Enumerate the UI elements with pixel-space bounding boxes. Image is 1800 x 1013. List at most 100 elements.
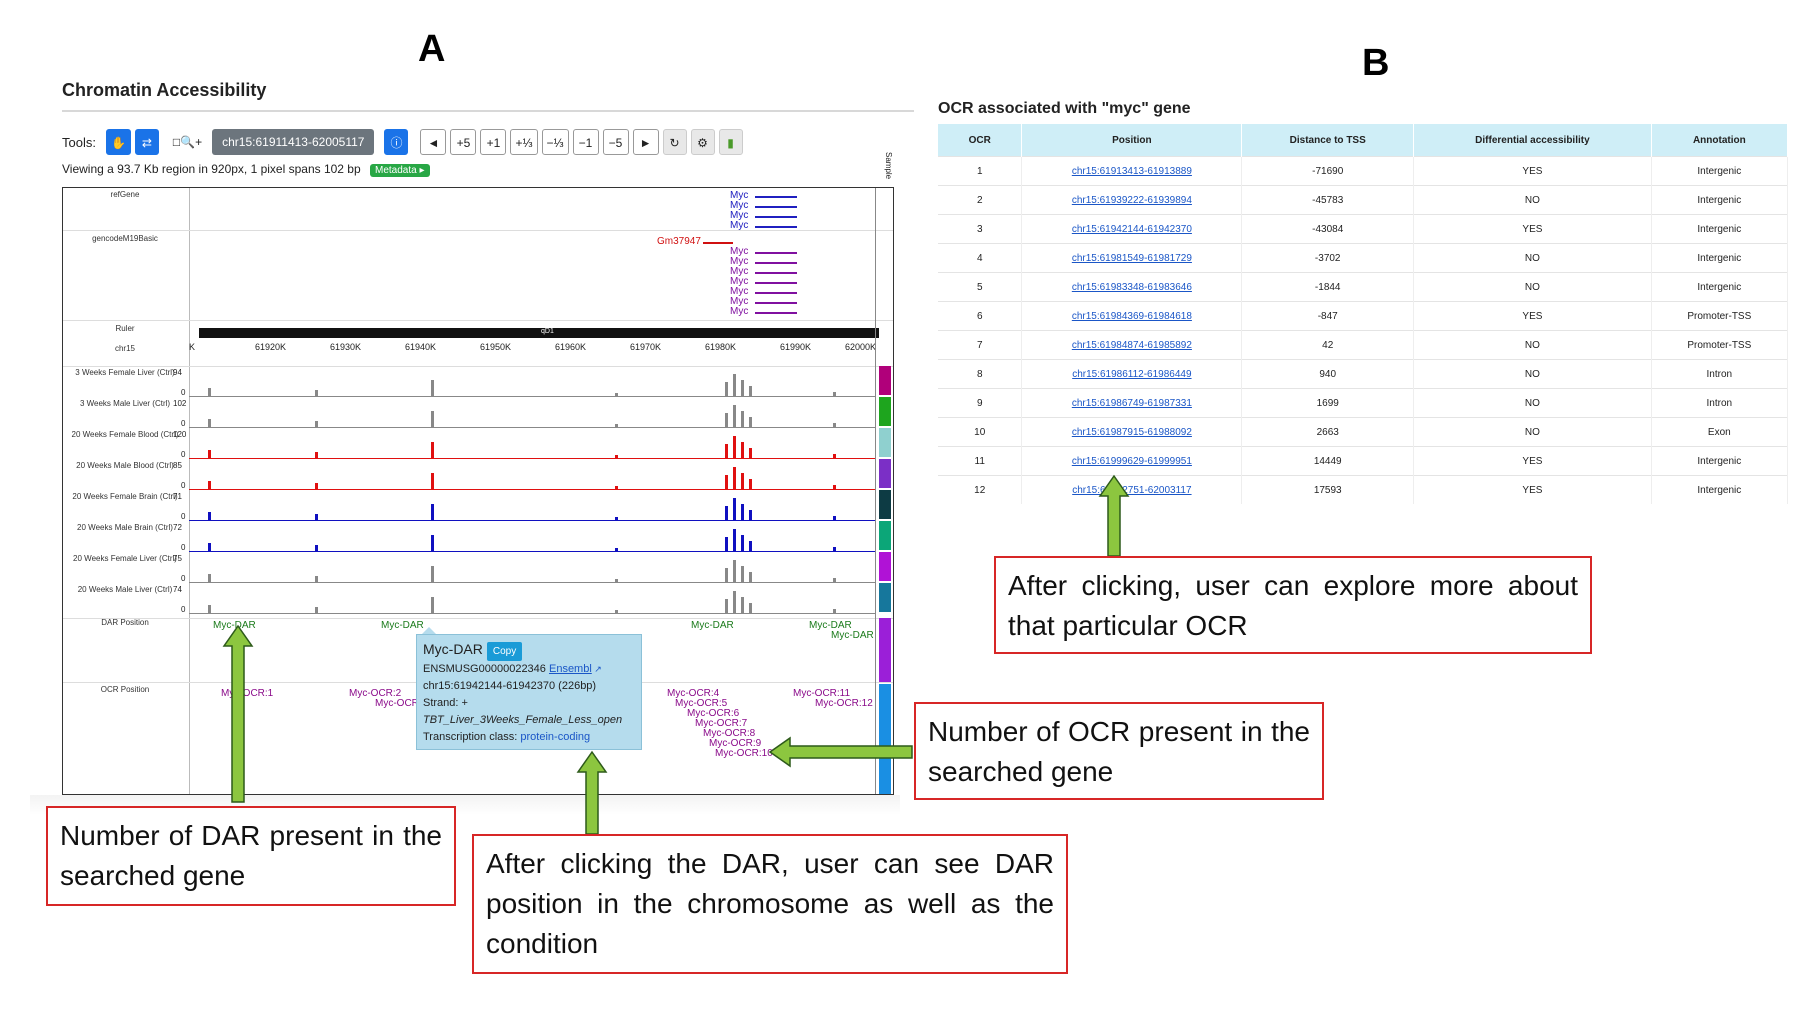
table-cell: chr15:61913413-61913889 (1021, 156, 1243, 186)
table-row: 3 chr15:61942144-61942370 -43084 YES Interge… (938, 214, 1789, 244)
table-header-cell[interactable]: Differential accessibility (1413, 124, 1652, 157)
track-label-chrom: chr15 (114, 344, 135, 353)
copy-button[interactable]: Copy (486, 642, 523, 661)
ocr-position-link[interactable]: chr15:61984874-61985892 (1071, 339, 1192, 351)
dar-label[interactable]: Myc-DAR (809, 620, 852, 631)
table-cell: chr15:61984874-61985892 (1021, 330, 1243, 360)
nav-button[interactable]: +⅓ (510, 129, 538, 155)
signal-peak (315, 545, 318, 551)
nav-button[interactable]: −⅓ (541, 129, 569, 155)
signal-peak (733, 591, 736, 613)
ruler-tick-label: 61980K (705, 342, 737, 352)
signal-peak (615, 393, 618, 396)
table-row: 10 chr15:61987915-61988092 2663 NO Exon (938, 417, 1789, 447)
ocr-label[interactable]: Myc-OCR:8 (703, 728, 756, 739)
nav-button[interactable]: −1 (572, 129, 599, 155)
table-cell: 2 (938, 185, 1023, 215)
table-cell: 5 (938, 272, 1023, 302)
signal-peak (733, 498, 736, 520)
table-row: 12 chr15:62002751-62003117 17593 YES Interge… (938, 475, 1789, 504)
bookmark-button[interactable]: ▮ (718, 129, 743, 155)
ocr-position-link[interactable]: chr15:61986112-61986449 (1072, 368, 1192, 380)
track-baseline (189, 582, 875, 583)
table-row: 1 chr15:61913413-61913889 -71690 YES Interge… (938, 156, 1789, 186)
table-cell: Intergenic (1651, 185, 1789, 215)
ocr-position-link[interactable]: chr15:61983348-61983646 (1071, 281, 1192, 293)
ocr-position-link[interactable]: chr15:61999629-61999951 (1071, 455, 1192, 467)
table-header-cell[interactable]: Distance to TSS (1241, 124, 1415, 157)
table-cell: NO (1413, 388, 1652, 418)
ocr-position-link[interactable]: chr15:61942144-61942370 (1071, 223, 1192, 235)
track-label-signal: 20 Weeks Male Brain (Ctrl) (77, 523, 173, 532)
nav-button[interactable]: ◄ (420, 129, 447, 155)
shuffle-tool-button[interactable]: ⇄ (134, 129, 159, 155)
signal-peak (733, 467, 736, 489)
track-zero: 0 (181, 574, 186, 583)
ocr-position-link[interactable]: chr15:61984369-61984618 (1071, 310, 1192, 322)
external-link-icon: ↗ (591, 664, 602, 674)
nav-button[interactable]: ► (632, 129, 659, 155)
dar-label[interactable]: Myc-DAR (831, 630, 874, 641)
info-button[interactable]: ⓘ (384, 129, 409, 155)
dar-color-strip (879, 618, 891, 682)
ocr-label[interactable]: Myc-OCR:11 (793, 688, 851, 699)
refresh-button[interactable]: ↻ (662, 129, 687, 155)
nav-button[interactable]: −5 (602, 129, 629, 155)
ocr-position-link[interactable]: chr15:61986749-61987331 (1071, 397, 1192, 409)
dar-label[interactable]: Myc-DAR (213, 620, 256, 631)
ocr-position-link[interactable]: chr15:61939222-61939894 (1071, 194, 1192, 206)
ocr-label[interactable]: Myc-OCR:12 (815, 698, 873, 709)
signal-peak (833, 547, 836, 551)
ocr-label[interactable]: Myc-OCR:1 (221, 688, 274, 699)
ocr-position-link[interactable]: chr15:61913413-61913889 (1071, 165, 1192, 177)
signal-peak (749, 603, 752, 613)
ocr-label[interactable]: Myc-OCR (375, 698, 419, 709)
ensembl-link[interactable]: Ensembl (548, 663, 592, 675)
locus-display[interactable]: chr15:61911413-62005117 (212, 129, 375, 155)
gene-model (755, 272, 797, 274)
shuffle-icon: ⇄ (141, 136, 152, 150)
settings-button[interactable]: ⚙ (690, 129, 715, 155)
ocr-label[interactable]: Myc-OCR:4 (667, 688, 720, 699)
ocr-label[interactable]: Myc-OCR:6 (687, 708, 740, 719)
ocr-label[interactable]: Myc-OCR:9 (709, 738, 762, 749)
track-label-ocr: OCR Position (100, 685, 150, 694)
ocr-label[interactable]: Myc-OCR:5 (675, 698, 728, 709)
signal-peak (749, 541, 752, 551)
table-header-cell[interactable]: Annotation (1651, 124, 1789, 157)
metadata-button[interactable]: Metadata ▸ (370, 164, 430, 177)
book-icon: ▮ (727, 136, 734, 150)
hand-tool-button[interactable]: ✋ (105, 129, 131, 155)
sample-color-strip (879, 583, 891, 612)
ocr-label[interactable]: Myc-OCR:10 (715, 748, 773, 759)
table-cell: chr15:61987915-61988092 (1021, 417, 1243, 447)
track-label-signal: 3 Weeks Female Liver (Ctrl) (75, 368, 175, 377)
signal-peak (431, 597, 434, 613)
dar-label[interactable]: Myc-DAR (381, 620, 424, 631)
nav-button[interactable]: +5 (450, 129, 477, 155)
signal-peak (749, 386, 752, 396)
ocr-position-link[interactable]: chr15:61987915-61988092 (1071, 426, 1192, 438)
ocr-label[interactable]: Myc-OCR:2 (349, 688, 402, 699)
table-header-cell[interactable]: OCR (938, 124, 1023, 157)
nav-button[interactable]: +1 (480, 129, 507, 155)
ruler-tick-label: 61960K (555, 342, 587, 352)
ocr-label[interactable]: Myc-OCR:7 (695, 718, 748, 729)
dar-label[interactable]: Myc-DAR (691, 620, 734, 631)
table-cell: chr15:61986749-61987331 (1021, 388, 1243, 418)
table-row: 8 chr15:61986112-61986449 940 NO Intron (938, 359, 1789, 389)
table-cell: -43084 (1241, 214, 1415, 244)
table-header-cell[interactable]: Position (1021, 124, 1243, 157)
table-row: 5 chr15:61983348-61983646 -1844 NO Intergeni… (938, 272, 1789, 302)
signal-peak (615, 424, 618, 427)
table-cell: chr15:61981549-61981729 (1021, 243, 1243, 273)
table-cell: Exon (1651, 417, 1789, 447)
zoom-select-button[interactable]: □🔍+ (173, 135, 202, 149)
gene-model (755, 302, 797, 304)
track-label-signal: 20 Weeks Female Liver (Ctrl) (73, 554, 177, 563)
ocr-position-link[interactable]: chr15:61981549-61981729 (1071, 252, 1192, 264)
gencode-myc: Myc (730, 296, 749, 307)
dar-tooltip: Myc-DAR Copy ENSMUSG00000022346 Ensembl ↗… (416, 634, 642, 750)
tooltip-position: chr15:61942144-61942370 (226bp) (423, 680, 597, 692)
ocr-position-link[interactable]: chr15:62002751-62003117 (1072, 484, 1192, 496)
